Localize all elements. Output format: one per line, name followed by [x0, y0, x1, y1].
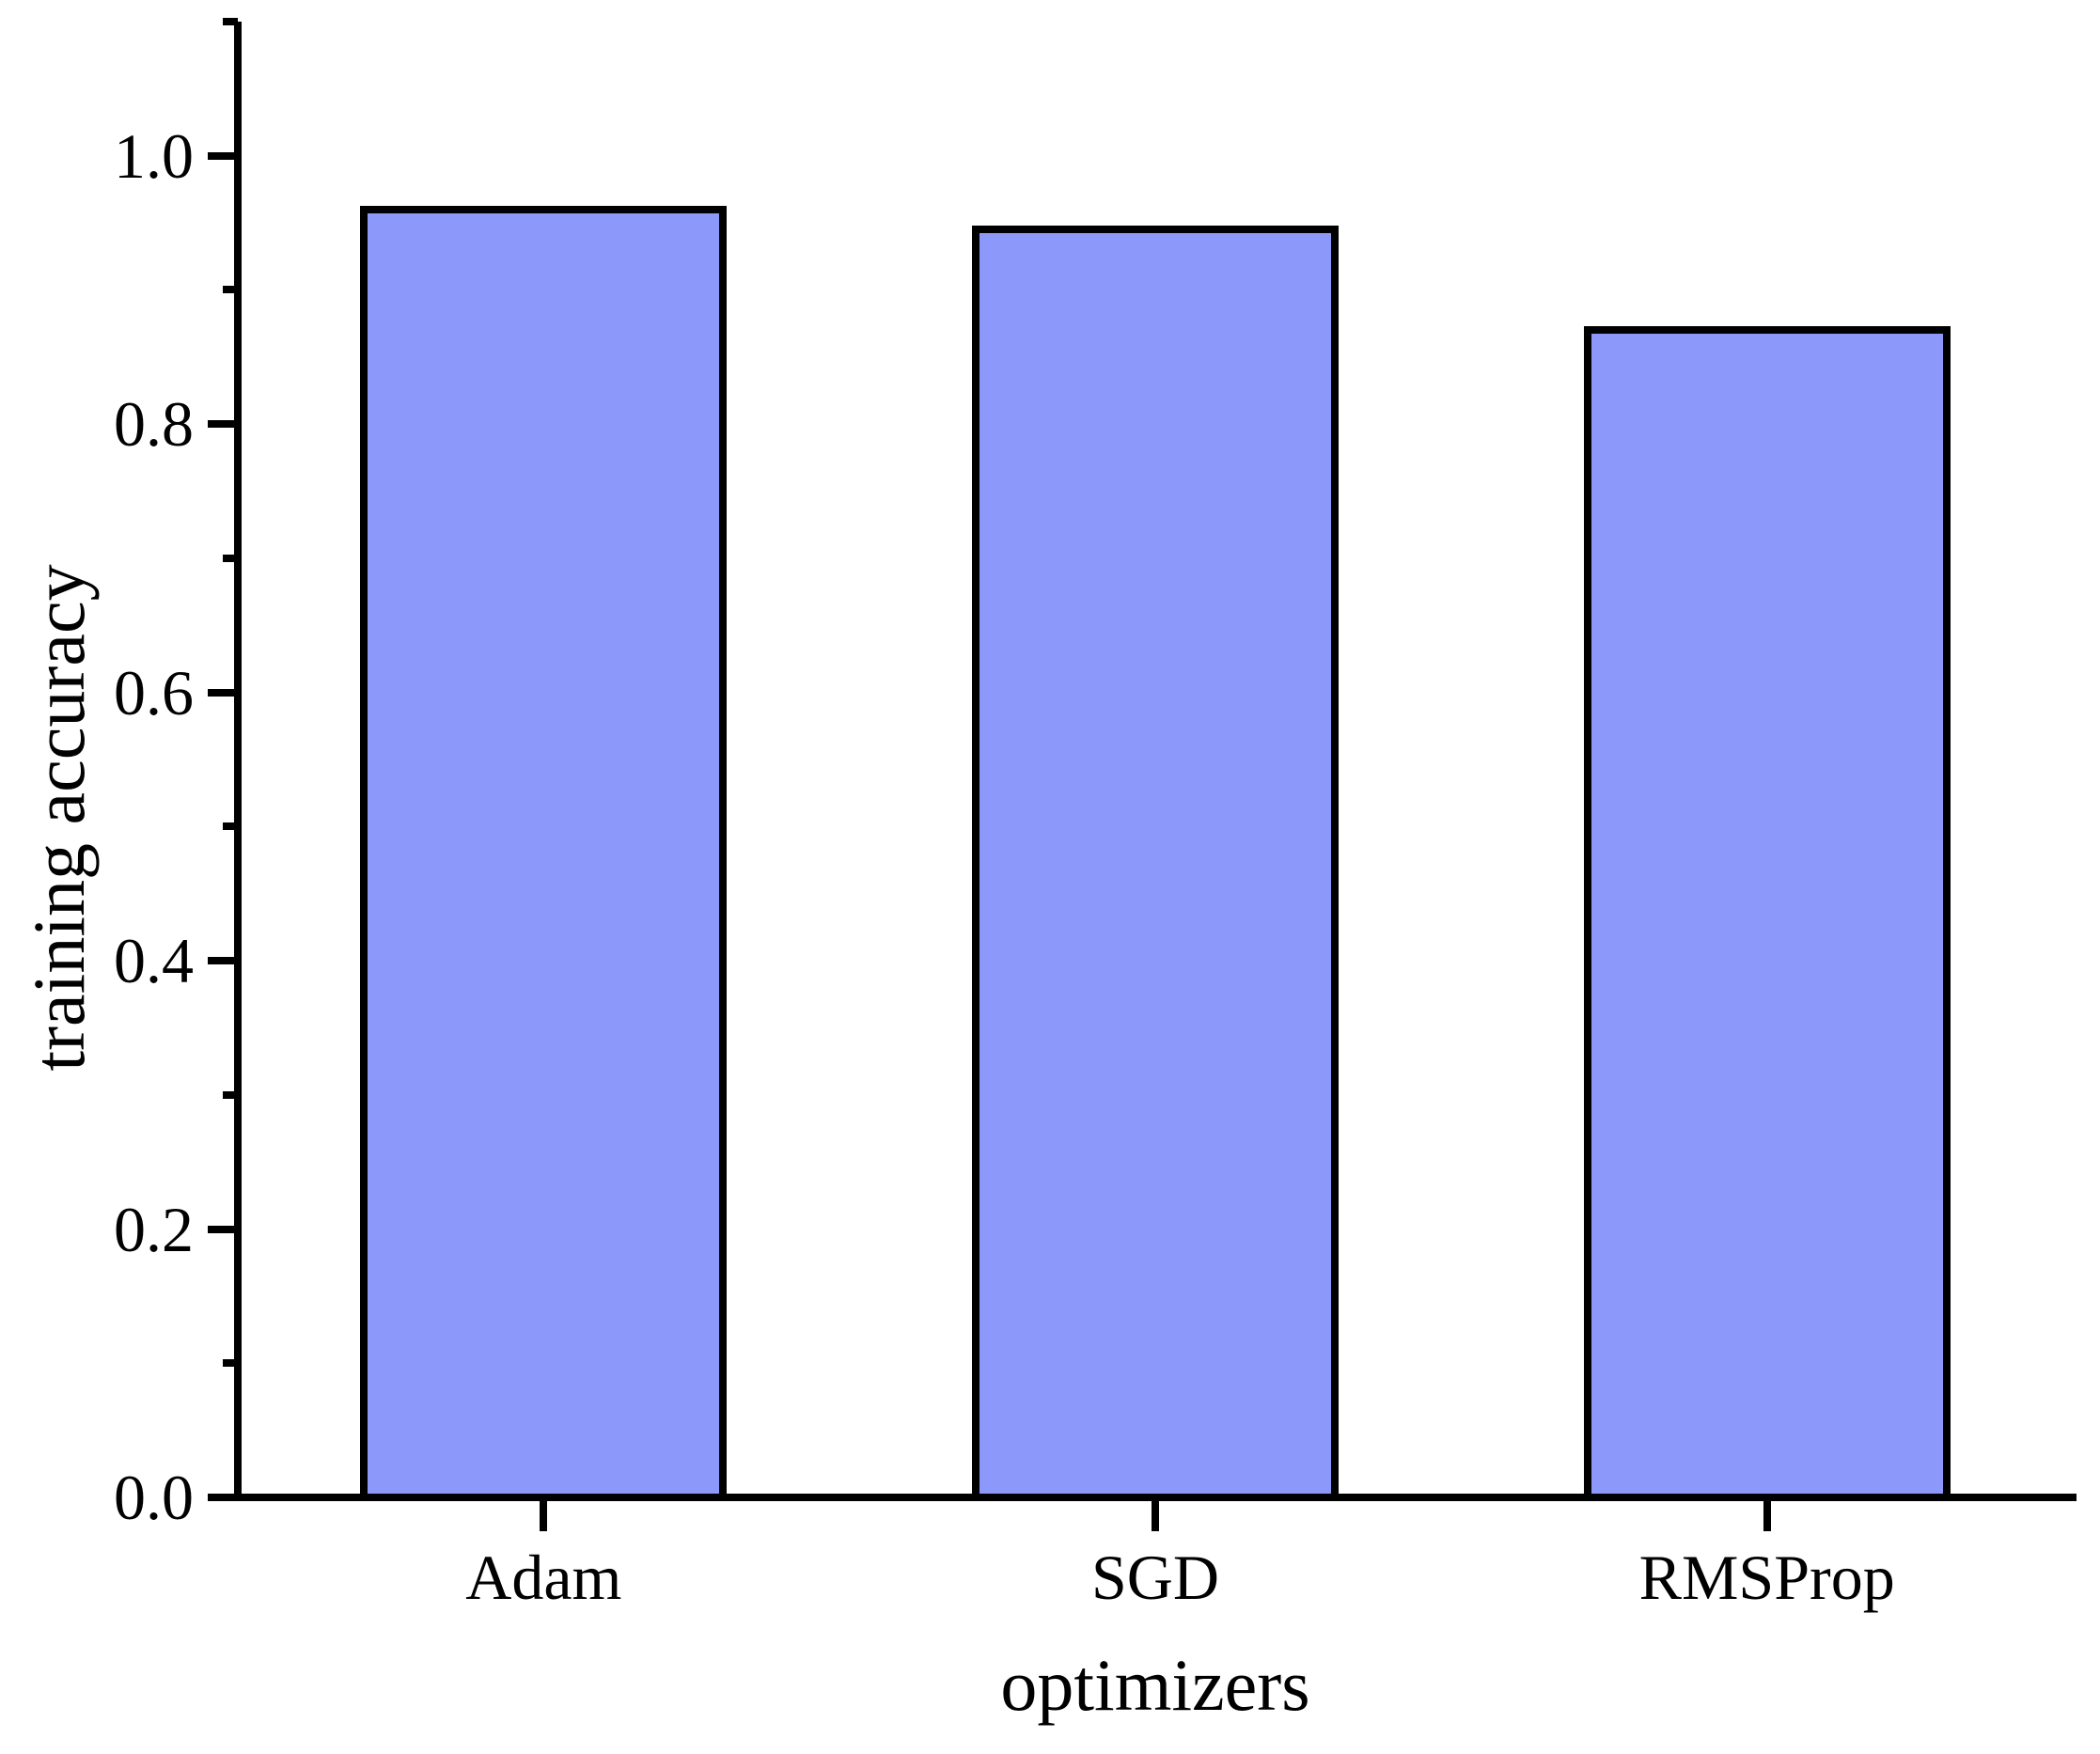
- x-tick: [1763, 1501, 1771, 1531]
- x-tick-label-sgd: SGD: [1090, 1542, 1220, 1613]
- y-tick-label: 1.0: [114, 119, 194, 192]
- bar-rmsprop: [1583, 326, 1951, 1501]
- bar-adam: [360, 205, 728, 1501]
- y-minor-tick: [223, 18, 238, 25]
- y-major-tick: [208, 957, 238, 965]
- y-minor-tick: [223, 822, 238, 831]
- y-tick-label: 0.4: [114, 925, 194, 997]
- y-axis-title: training accuracy: [18, 564, 100, 1072]
- y-tick-label: 0.8: [114, 388, 194, 461]
- y-major-tick: [208, 688, 238, 697]
- y-major-tick: [208, 420, 238, 429]
- y-minor-tick: [223, 286, 238, 294]
- y-major-tick: [208, 151, 238, 160]
- y-tick-label: 0.2: [114, 1193, 194, 1265]
- x-axis-title: optimizers: [1000, 1644, 1310, 1726]
- x-tick: [540, 1501, 548, 1531]
- y-major-tick: [208, 1494, 238, 1501]
- y-minor-tick: [223, 554, 238, 562]
- x-tick: [1152, 1501, 1159, 1531]
- y-tick-label: 0.6: [114, 656, 194, 728]
- y-major-tick: [208, 1225, 238, 1233]
- x-tick-label-rmsprop: RMSProp: [1638, 1542, 1895, 1613]
- bar-sgd: [972, 226, 1339, 1501]
- x-tick-label-adam: Adam: [465, 1542, 622, 1613]
- y-minor-tick: [223, 1359, 238, 1368]
- y-axis-line: [234, 22, 242, 1501]
- y-tick-label: 0.0: [114, 1462, 194, 1533]
- y-minor-tick: [223, 1090, 238, 1099]
